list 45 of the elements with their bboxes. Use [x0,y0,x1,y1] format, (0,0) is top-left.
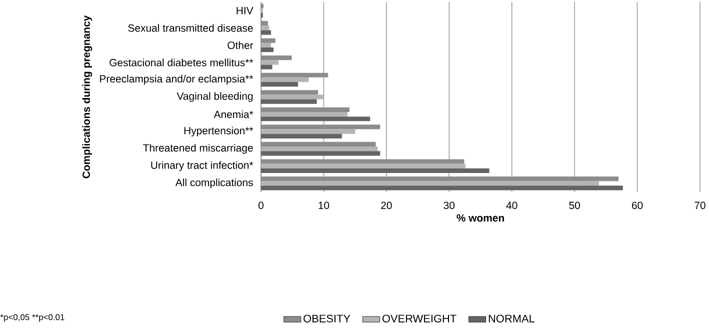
y-tick-label: Urinary tract infection* [151,161,254,171]
y-tick-label: Preeclampsia and/or eclampsia** [100,74,254,85]
bar [261,129,356,134]
bar [261,151,380,156]
y-tick-label: Other [228,41,254,50]
x-tick-label: 50 [569,202,580,210]
y-tick-label: Hypertension** [184,126,254,136]
bar [261,112,348,117]
x-tick-label: 30 [444,202,455,210]
bar [261,99,317,104]
x-tick-label: 10 [318,202,330,210]
legend-label: OVERWEIGHT [382,314,456,322]
legend-label: OBESITY [304,314,350,322]
y-tick-label: All complications [175,178,253,188]
y-tick-label: Sexual transmitted disease [128,24,253,32]
bar [261,42,272,48]
bar [261,64,272,70]
text: *p<0,05 **p<0.01 [0,314,64,322]
y-tick-label: Anemia* [214,110,254,118]
x-tick-label: 40 [506,202,518,210]
x-tick-label: 0 [258,202,264,210]
x-tick-label: 20 [381,202,392,210]
bar [261,168,490,173]
bar [261,116,370,122]
y-tick-label: Gestacional diabetes mellitus** [110,58,254,66]
y-tick-label: Threatened miscarriage [143,144,253,154]
bar [261,47,274,52]
x-axis-title: % women [456,214,504,222]
bar [261,134,342,138]
y-tick-label: HIV [236,7,254,14]
bar [261,77,309,82]
legend-label: NORMAL [488,314,535,322]
bar [261,164,466,168]
y-tick-label: Vaginal bleeding [176,92,253,102]
bar [261,26,270,30]
bar [261,82,298,87]
bar [261,94,324,100]
x-tick-label: 70 [694,202,706,210]
y-axis-title: Complications during pregnancy [82,15,92,178]
bar [261,181,600,186]
bar [261,30,272,35]
bar [261,60,279,65]
bar [261,146,378,152]
bar [261,186,623,190]
x-tick-label: 60 [632,202,643,210]
